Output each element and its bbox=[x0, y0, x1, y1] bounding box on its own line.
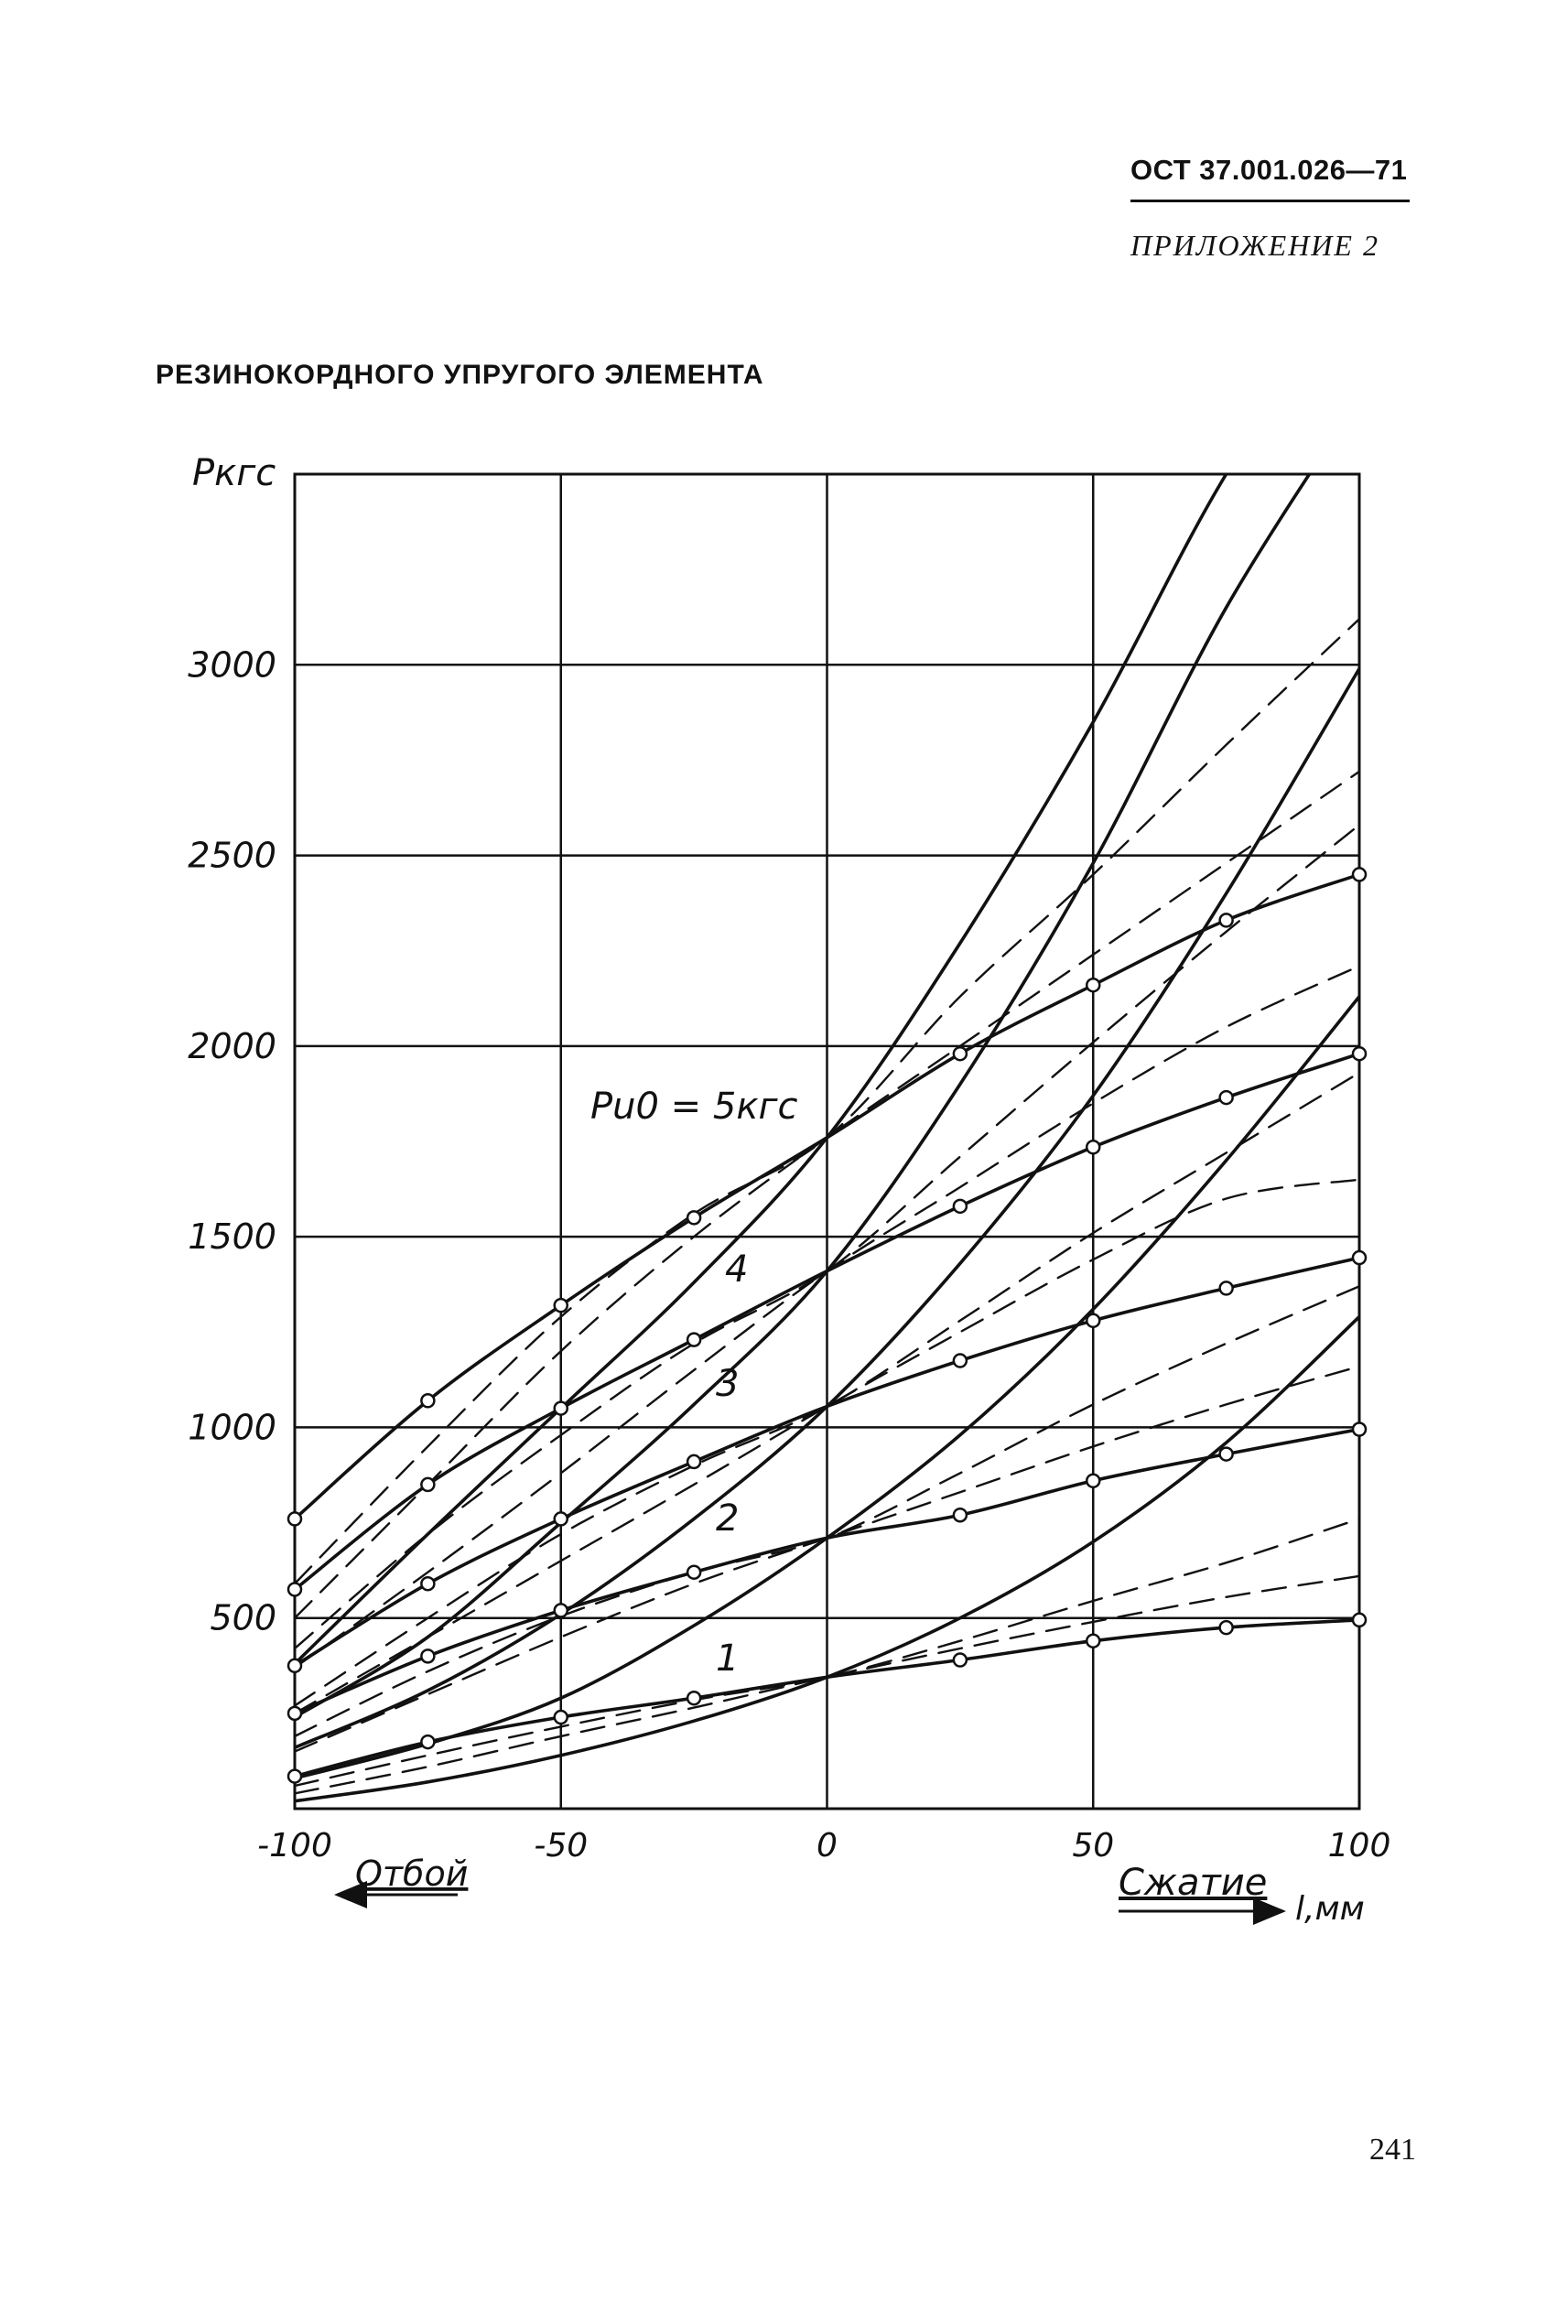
dashed-curve bbox=[295, 1285, 1359, 1738]
y-tick-label: 1000 bbox=[188, 1407, 276, 1447]
data-point bbox=[1218, 913, 1234, 928]
x-tick-label: -100 bbox=[257, 1827, 332, 1865]
x-tick-label: 100 bbox=[1328, 1827, 1391, 1865]
solid-curve bbox=[295, 474, 1312, 1719]
data-point bbox=[1351, 1421, 1368, 1437]
page-heading: РЕЗИНОКОРДНОГО УПРУГОГО ЭЛЕМЕНТА bbox=[156, 360, 764, 390]
dashed-curve bbox=[295, 824, 1359, 1650]
appendix-label: ПРИЛОЖЕНИЕ 2 bbox=[1130, 229, 1379, 262]
data-point bbox=[952, 1045, 968, 1062]
data-point bbox=[420, 1734, 436, 1750]
document-code: ОСТ 37.001.026—71 bbox=[1130, 154, 1408, 186]
data-point bbox=[686, 1454, 702, 1470]
rebound-label: Отбой bbox=[355, 1854, 468, 1894]
curve-label-4: 4 bbox=[725, 1248, 748, 1291]
x-tick-label: 50 bbox=[1072, 1827, 1114, 1865]
data-point bbox=[686, 1210, 702, 1226]
data-point bbox=[1218, 1089, 1234, 1106]
data-point bbox=[287, 1582, 303, 1597]
tick-labels: -100 -50 0 50 100 500 1000 1500 2000 2500 3000 bbox=[188, 644, 1390, 1865]
data-point bbox=[287, 1705, 303, 1722]
data-point bbox=[686, 1690, 702, 1706]
page-number: 241 bbox=[1369, 2133, 1416, 2167]
data-point bbox=[420, 1648, 436, 1664]
solid-curve bbox=[295, 474, 1228, 1666]
x-tick-label: -50 bbox=[534, 1827, 588, 1865]
data-point bbox=[287, 1511, 303, 1527]
data-point bbox=[1086, 977, 1101, 993]
data-point bbox=[1218, 1619, 1234, 1636]
data-point bbox=[287, 1658, 303, 1674]
curve-label-2: 2 bbox=[716, 1497, 739, 1540]
y-axis-label: Pкгс bbox=[192, 452, 276, 494]
y-tick-label: 2000 bbox=[188, 1026, 276, 1066]
curve-label-3: 3 bbox=[716, 1363, 739, 1405]
data-point bbox=[553, 1297, 568, 1313]
dashed-curve bbox=[295, 618, 1359, 1585]
data-point bbox=[553, 1603, 568, 1618]
data-point bbox=[420, 1575, 436, 1592]
data-point bbox=[1218, 1281, 1234, 1296]
data-point bbox=[1086, 1313, 1101, 1329]
data-point bbox=[1351, 867, 1368, 882]
data-point bbox=[952, 1198, 968, 1215]
dashed-curve bbox=[295, 1518, 1359, 1788]
data-point bbox=[952, 1507, 968, 1523]
compression-label: Сжатие bbox=[1119, 1862, 1267, 1904]
data-point bbox=[1086, 1473, 1101, 1488]
data-point bbox=[952, 1353, 968, 1368]
dashed-curve bbox=[295, 1178, 1359, 1715]
data-point bbox=[1218, 1446, 1234, 1462]
data-point bbox=[553, 1400, 568, 1416]
data-point bbox=[287, 1768, 303, 1784]
data-point bbox=[553, 1709, 568, 1725]
data-point bbox=[420, 1393, 436, 1409]
data-points bbox=[287, 867, 1368, 1784]
curve-label-1: 1 bbox=[716, 1638, 739, 1680]
y-tick-label: 500 bbox=[210, 1598, 276, 1638]
data-point bbox=[553, 1511, 568, 1527]
y-tick-label: 2500 bbox=[188, 836, 276, 876]
solid-curve bbox=[295, 666, 1359, 1750]
curves bbox=[295, 474, 1359, 1803]
data-point bbox=[1351, 1612, 1368, 1628]
pressure-annotation: Pu0 = 5кгс bbox=[590, 1086, 797, 1128]
solid-curve bbox=[295, 994, 1359, 1780]
y-tick-label: 1500 bbox=[188, 1216, 276, 1257]
data-point bbox=[1086, 1139, 1101, 1155]
data-point bbox=[952, 1652, 968, 1668]
grid bbox=[293, 472, 1361, 1811]
dashed-curve bbox=[295, 1071, 1359, 1707]
x-axis-label: l,мм bbox=[1295, 1890, 1365, 1928]
data-point bbox=[1351, 1045, 1368, 1062]
x-tick-label: 0 bbox=[816, 1827, 838, 1865]
data-point bbox=[686, 1564, 702, 1580]
dashed-curve bbox=[295, 965, 1359, 1670]
header-rule bbox=[1130, 200, 1410, 202]
data-point bbox=[420, 1476, 436, 1493]
data-point bbox=[1351, 1249, 1368, 1266]
data-point bbox=[1086, 1633, 1101, 1648]
data-point bbox=[686, 1332, 702, 1347]
y-tick-label: 3000 bbox=[188, 644, 276, 685]
